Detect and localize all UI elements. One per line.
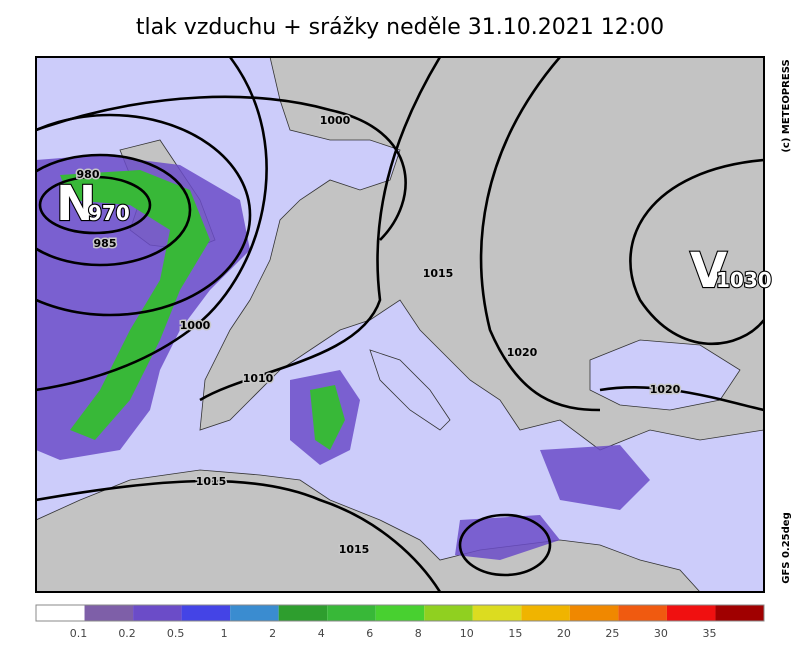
isobar-label: 1020 [650,383,681,396]
legend-label: 30 [654,627,668,640]
land-africa [36,469,701,592]
map-area [36,57,764,592]
map-frame [35,56,765,593]
precip-east [455,445,650,560]
legend-swatch [133,605,182,621]
legend-label: 0.2 [118,627,136,640]
legend-swatch [278,605,328,621]
isobar [199,57,442,402]
isobar-label: 1010 [243,372,274,385]
center-value: 1030 [716,268,772,292]
center-letter: N [56,176,96,232]
legend-label: 8 [415,627,422,640]
isobar-label: 1000 [180,319,211,332]
isobar [36,95,407,241]
legend-swatch [181,605,231,621]
legend-label: 1 [221,627,228,640]
isobar-label: 1020 [507,346,538,359]
isobar-label: 1000 [320,114,351,127]
center-letter: V [690,243,727,299]
legend-label: 25 [605,627,619,640]
precip-core [60,170,210,440]
legend-swatch [327,605,376,621]
credit: (c) METEOPRESS [781,59,792,152]
legend-label: 10 [460,627,474,640]
isobar-label: 1015 [339,543,370,556]
isobar [36,113,252,317]
legend-swatch [36,605,85,621]
model-label: GFS 0.25deg [781,512,792,584]
isobar [599,386,764,412]
isobar [36,153,192,267]
legend-label: 35 [702,627,716,640]
legend-swatch [666,605,716,621]
isobar-label: 1015 [196,475,227,488]
legend-label: 2 [269,627,276,640]
precip-tyrrhenian-core [310,385,345,450]
isobar [36,57,268,392]
map-title: tlak vzduchu + srážky neděle 31.10.2021 … [136,15,664,40]
legend-swatch [569,605,619,621]
isobar-label: 980 [77,168,100,181]
legend-label: 0.5 [167,627,185,640]
legend-swatch [618,605,667,621]
legend-swatch [424,605,473,621]
isobar [458,513,552,577]
isobar-label: 1015 [423,267,454,280]
legend-label: 20 [557,627,571,640]
legend-swatch [472,605,522,621]
legend-frame [35,604,765,622]
isobar [36,479,442,592]
legend-swatch [230,605,279,621]
isobar [479,57,601,412]
legend-label: 0.1 [70,627,88,640]
legend-swatch [715,605,764,621]
isobar [38,175,152,235]
adriatic [369,349,451,431]
legend-label: 4 [318,627,325,640]
legend-swatch [521,605,570,621]
legend-label: 6 [366,627,373,640]
legend-swatch [84,605,134,621]
legend-swatch [375,605,425,621]
center-value: 970 [88,201,130,225]
isobar-label: 985 [94,237,117,250]
legend-label: 15 [508,627,522,640]
isobar [629,158,764,346]
